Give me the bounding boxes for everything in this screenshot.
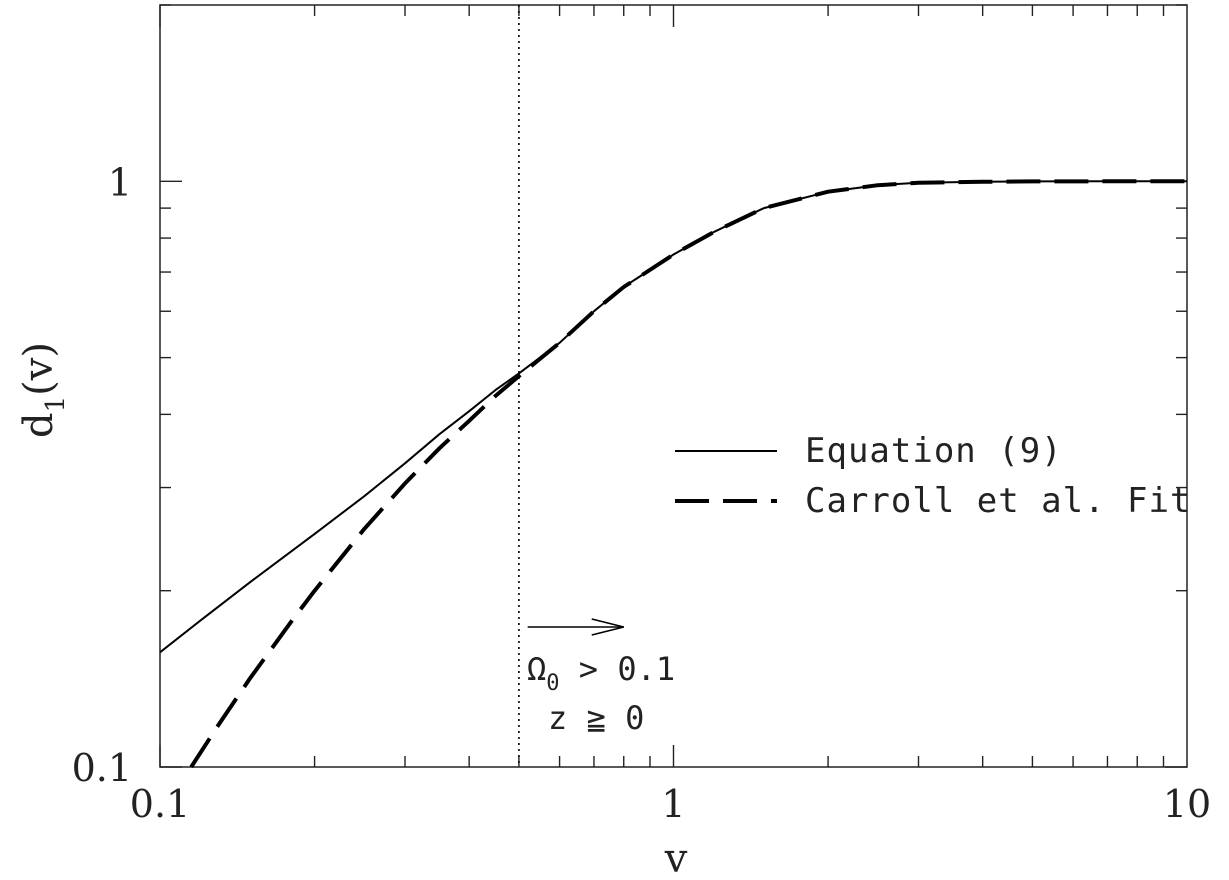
omega-subscript: 0 — [546, 671, 559, 696]
annotation-arrow-head — [591, 618, 624, 636]
x-tick-label: 0.1 — [130, 782, 190, 826]
annotation-omega-text: Ω0 > 0.1 — [527, 650, 675, 696]
tick-labels: 0.1 1 10 0.1 1 — [72, 160, 1212, 826]
y-axis-label: d1(v) — [16, 342, 71, 438]
y-axis-label-sub: 1 — [41, 396, 71, 413]
y-tick-label: 0.1 — [72, 746, 132, 790]
legend-label-equation: Equation (9) — [805, 431, 1063, 471]
x-tick-label: 1 — [661, 782, 685, 826]
y-tick-label: 1 — [108, 160, 132, 204]
x-tick-label: 10 — [1163, 782, 1211, 826]
y-axis-label-main: d — [16, 412, 62, 438]
tick-marks — [159, 4, 1187, 768]
series-layer — [159, 179, 1187, 769]
omega-symbol: Ω — [527, 650, 546, 688]
series-line-carroll-fit — [189, 179, 1187, 769]
omega-condition: > 0.1 — [560, 650, 676, 688]
y-axis-label-tail: (v) — [16, 342, 62, 396]
legend-label-carroll: Carroll et al. Fit — [805, 481, 1191, 521]
series-line-equation-9 — [159, 180, 1187, 654]
annotation: Ω0 > 0.1 z ≧ 0 — [527, 618, 675, 737]
legend: Equation (9) Carroll et al. Fit — [675, 431, 1191, 521]
x-axis-label: v — [664, 836, 688, 880]
annotation-z-text: z ≧ 0 — [548, 699, 644, 737]
